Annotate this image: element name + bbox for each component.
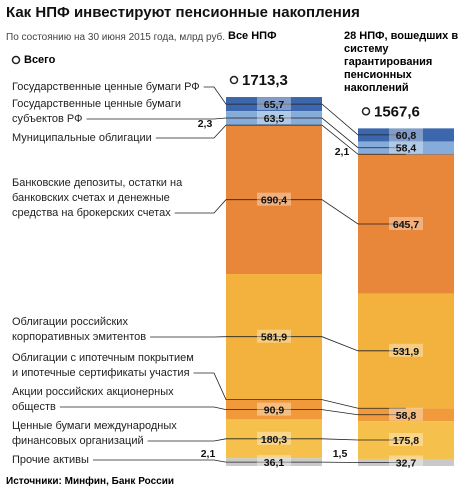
value-label: 60,8	[396, 130, 417, 142]
category-text: Облигации российских корпоративных эмите…	[12, 316, 147, 343]
legend-marker	[11, 55, 21, 65]
leader-line	[150, 336, 406, 352]
value-label-bg	[389, 407, 423, 421]
leader-line	[92, 459, 406, 463]
category-text: Ценные бумаги международных финансовых о…	[12, 420, 177, 447]
value-label: 581,9	[261, 332, 287, 344]
value-label: 1,5	[333, 448, 348, 460]
value-label-bg	[257, 97, 291, 111]
leader-line	[147, 438, 406, 442]
value-label: 65,7	[264, 99, 285, 111]
value-label: 645,7	[393, 219, 419, 231]
leader-line	[193, 372, 406, 409]
value-label: 63,5	[264, 113, 285, 125]
leader-line	[86, 117, 406, 149]
value-label: 2,3	[198, 118, 213, 130]
value-label: 531,9	[393, 346, 419, 358]
category-label: Прочие активы	[12, 453, 202, 468]
value-label: 58,4	[396, 143, 417, 155]
total-label: 1567,6	[374, 103, 420, 120]
leader-line	[155, 124, 406, 155]
value-label-bg	[257, 402, 291, 416]
value-label: 690,4	[261, 195, 287, 207]
category-text: Государственные ценные бумаги РФ	[12, 81, 200, 93]
chart-title: Как НПФ инвестируют пенсионные накоплени…	[6, 4, 360, 21]
category-label: Муниципальные облигации	[12, 131, 202, 146]
value-label-bg	[389, 140, 423, 154]
category-text: Акции российских акционерных обществ	[12, 386, 174, 413]
subtitle: По состоянию на 30 июня 2015 года, млрд …	[6, 32, 226, 43]
value-label-bg	[389, 455, 423, 469]
category-label: Ценные бумаги международных финансовых о…	[12, 419, 202, 449]
leader-line	[174, 199, 406, 225]
category-label: Государственные ценные бумаги субъектов …	[12, 97, 202, 127]
leader-line	[59, 406, 406, 416]
leader-line	[203, 86, 406, 136]
value-label-bg	[257, 431, 291, 445]
value-label-bg	[389, 433, 423, 447]
value-label: 180,3	[261, 434, 287, 446]
value-label-bg	[389, 217, 423, 231]
category-text: Прочие активы	[12, 454, 89, 466]
value-label-bg	[257, 192, 291, 206]
value-label-bg	[257, 111, 291, 125]
legend-label: Всего	[24, 54, 56, 66]
total-marker	[361, 107, 371, 116]
series-header: Все НПФ	[228, 30, 277, 42]
value-label-bg	[257, 455, 291, 469]
value-label: 175,8	[393, 435, 419, 447]
value-label-bg	[257, 329, 291, 343]
category-label: Облигации с ипотечным покрытием и ипотеч…	[12, 351, 202, 381]
category-text: Облигации с ипотечным покрытием и ипотеч…	[12, 352, 194, 379]
category-text: Государственные ценные бумаги субъектов …	[12, 98, 182, 125]
category-label: Банковские депозиты, остатки на банковск…	[12, 176, 202, 221]
value-label: 2,1	[201, 448, 216, 460]
category-text: Банковские депозиты, остатки на банковск…	[12, 177, 183, 219]
value-label: 36,1	[264, 457, 285, 469]
value-label-bg	[389, 343, 423, 357]
value-label: 90,9	[264, 405, 285, 417]
category-label: Государственные ценные бумаги РФ	[12, 80, 202, 95]
value-label: 2,1	[335, 146, 350, 158]
source: Источники: Минфин, Банк России	[6, 476, 175, 487]
category-label: Облигации российских корпоративных эмите…	[12, 315, 202, 345]
category-text: Муниципальные облигации	[12, 132, 152, 144]
series-header: 28 НПФ, вошедших в систему гарантировани…	[344, 30, 459, 94]
total-label: 1713,3	[242, 72, 288, 89]
total-marker	[229, 75, 239, 85]
value-label: 58,8	[396, 410, 417, 422]
value-label-bg	[389, 127, 423, 141]
value-label: 32,7	[396, 457, 417, 469]
category-label: Акции российских акционерных обществ	[12, 385, 202, 415]
